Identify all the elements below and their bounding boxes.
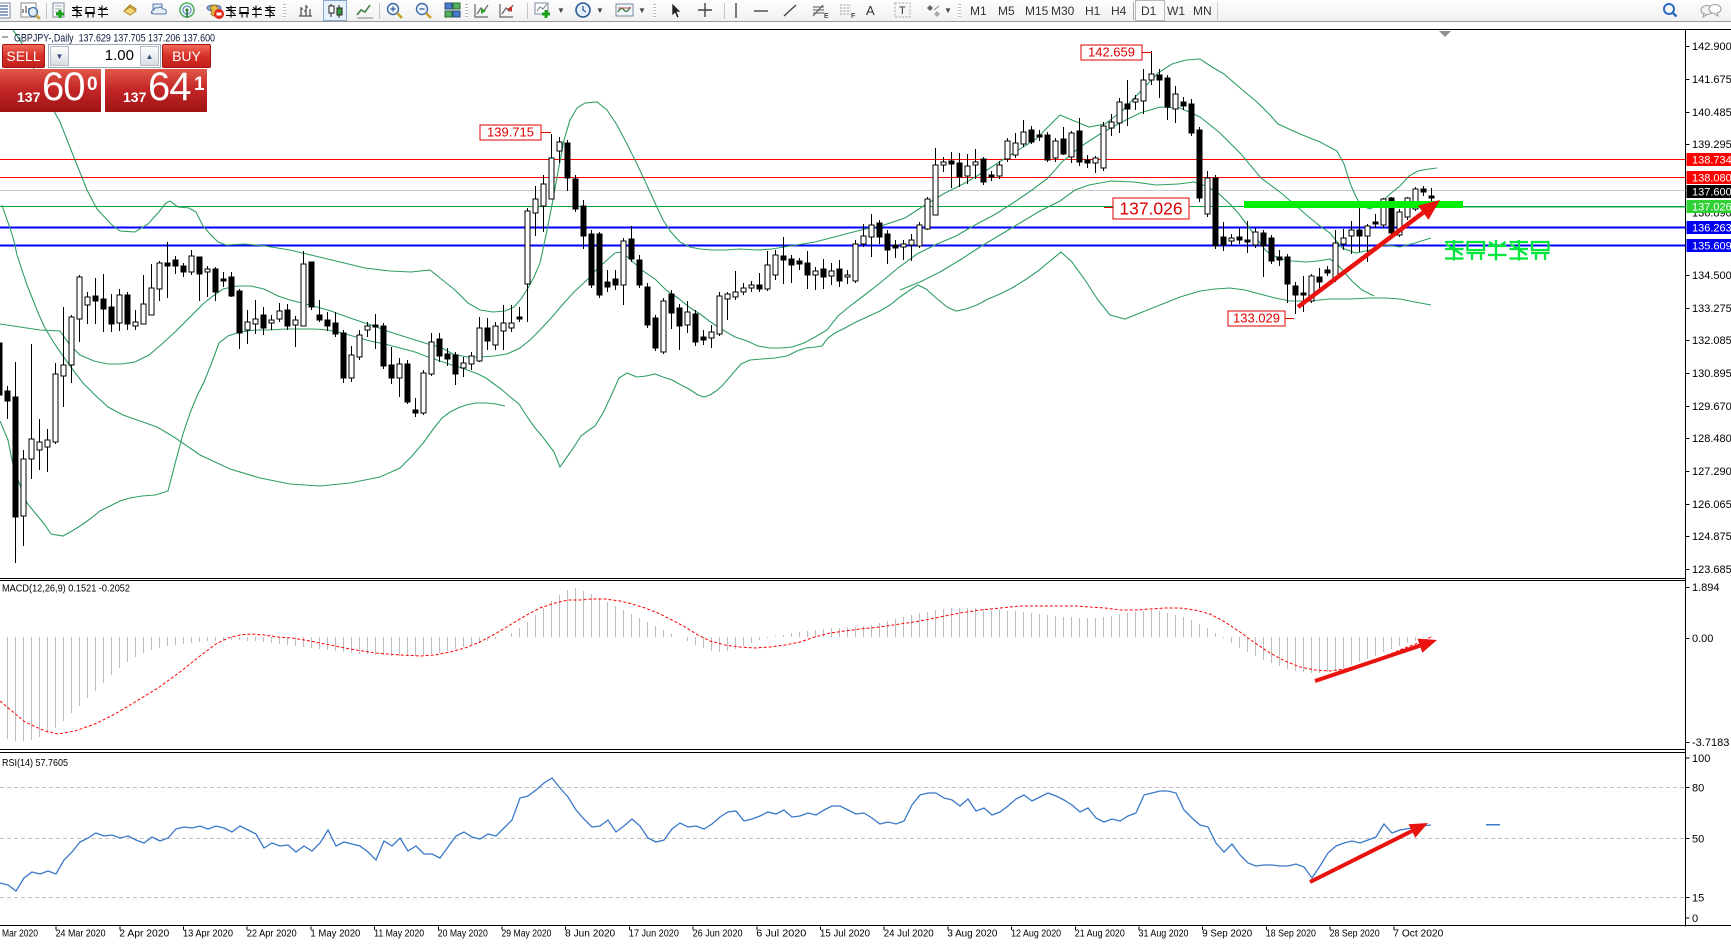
svg-text:11 May 2020: 11 May 2020 [374, 929, 424, 940]
svg-text:138.734: 138.734 [1692, 155, 1731, 167]
svg-text:T: T [899, 5, 906, 17]
svg-text:E: E [824, 13, 829, 20]
svg-text:Mar 2020: Mar 2020 [2, 929, 38, 940]
svg-text:17 Jun 2020: 17 Jun 2020 [629, 929, 679, 940]
svg-text:139.295: 139.295 [1692, 139, 1731, 151]
svg-text:GBPJPY-,Daily 137.629 137.705: GBPJPY-,Daily 137.629 137.705 137.206 13… [14, 33, 215, 45]
svg-text:6 Jul 2020: 6 Jul 2020 [756, 929, 806, 940]
svg-text:24 Mar 2020: 24 Mar 2020 [56, 929, 106, 940]
svg-text:15 Jul 2020: 15 Jul 2020 [820, 929, 870, 940]
svg-text:12 Aug 2020: 12 Aug 2020 [1011, 929, 1061, 940]
svg-text:0: 0 [1692, 913, 1698, 925]
svg-text:9 Sep 2020: 9 Sep 2020 [1202, 929, 1252, 940]
svg-text:137.026: 137.026 [1119, 199, 1182, 219]
svg-text:80: 80 [1692, 783, 1704, 795]
svg-text:133.275: 133.275 [1692, 303, 1731, 315]
svg-text:136.263: 136.263 [1692, 223, 1731, 235]
svg-text:8 Jun 2020: 8 Jun 2020 [565, 929, 615, 940]
svg-text:24 Jul 2020: 24 Jul 2020 [884, 929, 934, 940]
svg-text:139.715: 139.715 [487, 125, 534, 140]
svg-text:1.894: 1.894 [1692, 582, 1720, 594]
svg-text:142.659: 142.659 [1088, 45, 1135, 60]
svg-text:127.290: 127.290 [1692, 466, 1731, 478]
svg-text:124.875: 124.875 [1692, 531, 1731, 543]
svg-text:132.085: 132.085 [1692, 335, 1731, 347]
svg-text:140.485: 140.485 [1692, 107, 1731, 119]
svg-text:2 Apr 2020: 2 Apr 2020 [119, 929, 169, 940]
svg-text:137.600: 137.600 [1692, 187, 1731, 199]
svg-text:138.080: 138.080 [1692, 173, 1731, 185]
svg-text:28 Sep 2020: 28 Sep 2020 [1330, 929, 1380, 940]
svg-text:133.029: 133.029 [1233, 311, 1280, 326]
svg-text:134.500: 134.500 [1692, 270, 1731, 282]
svg-text:-3.7183: -3.7183 [1692, 737, 1729, 749]
svg-text:141.675: 141.675 [1692, 74, 1731, 86]
svg-text:129.670: 129.670 [1692, 401, 1731, 413]
svg-text:0.00: 0.00 [1692, 633, 1713, 645]
svg-text:123.685: 123.685 [1692, 564, 1731, 576]
svg-text:F: F [851, 13, 855, 20]
svg-text:7 Oct 2020: 7 Oct 2020 [1393, 929, 1443, 940]
svg-text:18 Sep 2020: 18 Sep 2020 [1266, 929, 1316, 940]
svg-text:135.609: 135.609 [1692, 241, 1731, 253]
svg-text:26 Jun 2020: 26 Jun 2020 [693, 929, 743, 940]
svg-text:137.026: 137.026 [1692, 202, 1731, 214]
svg-text:RSI(14) 57.7605: RSI(14) 57.7605 [2, 758, 68, 769]
svg-text:13 Apr 2020: 13 Apr 2020 [183, 929, 233, 940]
svg-text:3 Aug 2020: 3 Aug 2020 [947, 929, 997, 940]
svg-text:15: 15 [1692, 893, 1704, 905]
svg-text:MACD(12,26,9) 0.1521 -0.2052: MACD(12,26,9) 0.1521 -0.2052 [2, 584, 130, 595]
svg-text:130.895: 130.895 [1692, 368, 1731, 380]
svg-text:1 May 2020: 1 May 2020 [310, 929, 360, 940]
svg-text:126.065: 126.065 [1692, 499, 1731, 511]
svg-text:20 May 2020: 20 May 2020 [438, 929, 488, 940]
svg-text:50: 50 [1692, 834, 1704, 846]
svg-text:21 Aug 2020: 21 Aug 2020 [1075, 929, 1125, 940]
svg-text:100: 100 [1692, 753, 1710, 765]
svg-text:142.900: 142.900 [1692, 41, 1731, 53]
svg-text:29 May 2020: 29 May 2020 [502, 929, 552, 940]
svg-text:22 Apr 2020: 22 Apr 2020 [247, 929, 297, 940]
svg-text:128.480: 128.480 [1692, 433, 1731, 445]
svg-text:31 Aug 2020: 31 Aug 2020 [1139, 929, 1189, 940]
